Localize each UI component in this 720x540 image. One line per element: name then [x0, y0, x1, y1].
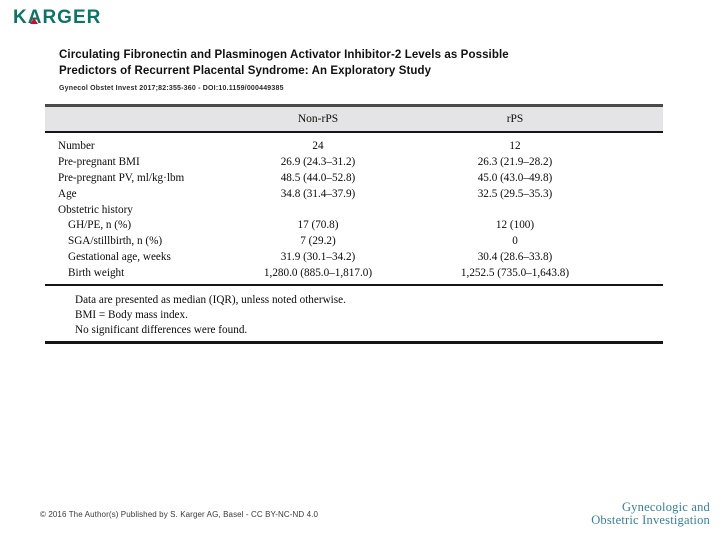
- row-value-rps: 26.3 (21.9–28.2): [477, 155, 553, 168]
- row-label: Age: [58, 187, 77, 200]
- row-filler: [609, 155, 663, 171]
- journal-logo-line-1: Gynecologic and: [621, 500, 710, 514]
- row-label: Obstetric history: [58, 203, 133, 216]
- table-body: Number 24 12 Pre-pregnant BMI 26.9 (24.3…: [45, 133, 663, 284]
- row-value-rps: 0: [512, 235, 518, 248]
- row-filler: [609, 266, 663, 282]
- row-value-rps: 45.0 (43.0–49.8): [477, 171, 553, 184]
- karger-logo-text: KARGER: [13, 7, 102, 28]
- row-value-rps: 12: [509, 140, 521, 152]
- table-row: Number 24 12: [45, 139, 663, 155]
- table-row: Age 34.8 (31.4–37.9) 32.5 (29.5–35.3): [45, 187, 663, 203]
- row-label: Pre-pregnant PV, ml/kg·lbm: [58, 171, 185, 184]
- row-label: Pre-pregnant BMI: [58, 155, 140, 168]
- row-value-non-rps: 1,280.0 (885.0–1,817.0): [263, 267, 373, 280]
- table-row: Pre-pregnant BMI 26.9 (24.3–31.2) 26.3 (…: [45, 155, 663, 171]
- row-label: SGA/stillbirth, n (%): [68, 235, 163, 248]
- title-line-1: Circulating Fibronectin and Plasminogen …: [59, 49, 509, 61]
- row-value-non-rps: [215, 203, 421, 219]
- column-header-rps: rPS: [506, 113, 524, 125]
- row-filler: [609, 171, 663, 187]
- note-line: BMI = Body mass index.: [75, 309, 188, 322]
- row-value-non-rps: 26.9 (24.3–31.2): [280, 155, 356, 168]
- table-row: Birth weight 1,280.0 (885.0–1,817.0) 1,2…: [45, 266, 663, 282]
- journal-logo: Gynecologic and Obstetric Investigation: [591, 501, 710, 526]
- row-label: Number: [58, 140, 95, 152]
- table-row: Pre-pregnant PV, ml/kg·lbm 48.5 (44.0–52…: [45, 171, 663, 187]
- row-label: Birth weight: [68, 267, 125, 280]
- row-filler: [609, 139, 663, 155]
- row-filler: [609, 218, 663, 234]
- table-row-section: Obstetric history: [45, 203, 663, 219]
- journal-logo-line-2: Obstetric Investigation: [591, 512, 710, 527]
- row-value-rps: 12 (100): [495, 219, 535, 232]
- column-header-non-rps: Non-rPS: [297, 113, 339, 125]
- karger-triangle-icon: [30, 18, 38, 24]
- row-filler: [609, 234, 663, 250]
- note-line: Data are presented as median (IQR), unle…: [75, 294, 346, 307]
- row-value-rps: 1,252.5 (735.0–1,643.8): [460, 267, 570, 280]
- row-value-non-rps: 31.9 (30.1–34.2): [280, 251, 356, 264]
- row-label: GH/PE, n (%): [68, 219, 132, 232]
- table-row: GH/PE, n (%) 17 (70.8) 12 (100): [45, 218, 663, 234]
- row-value-non-rps: 7 (29.2): [300, 235, 336, 248]
- karger-logo: KARGER: [13, 7, 101, 29]
- note-line: No significant differences were found.: [75, 324, 248, 337]
- row-label: Gestational age, weeks: [68, 251, 171, 264]
- row-value-non-rps: 48.5 (44.0–52.8): [280, 171, 356, 184]
- title-line-2: Predictors of Recurrent Placental Syndro…: [59, 65, 432, 77]
- table-notes: Data are presented as median (IQR), unle…: [45, 284, 663, 341]
- row-value-rps: 32.5 (29.5–35.3): [477, 187, 553, 200]
- table-row: Gestational age, weeks 31.9 (30.1–34.2) …: [45, 250, 663, 266]
- table-row: SGA/stillbirth, n (%) 7 (29.2) 0: [45, 234, 663, 250]
- row-value-rps: 30.4 (28.6–33.8): [477, 251, 553, 264]
- data-table: Non-rPS rPS Number 24 12 Pre-pregnant BM…: [45, 104, 663, 345]
- citation: Gynecol Obstet Invest 2017;82:355-360 - …: [59, 85, 284, 92]
- row-filler: [609, 250, 663, 266]
- copyright: © 2016 The Author(s) Published by S. Kar…: [40, 510, 319, 519]
- row-value-non-rps: 34.8 (31.4–37.9): [280, 187, 356, 200]
- table-header-row: Non-rPS rPS: [45, 107, 663, 133]
- row-filler: [609, 203, 663, 219]
- row-value-non-rps: 24: [312, 140, 324, 152]
- row-value-non-rps: 17 (70.8): [297, 219, 339, 232]
- row-filler: [609, 187, 663, 203]
- row-value-rps: [421, 203, 609, 219]
- paper-title: Circulating Fibronectin and Plasminogen …: [59, 47, 659, 79]
